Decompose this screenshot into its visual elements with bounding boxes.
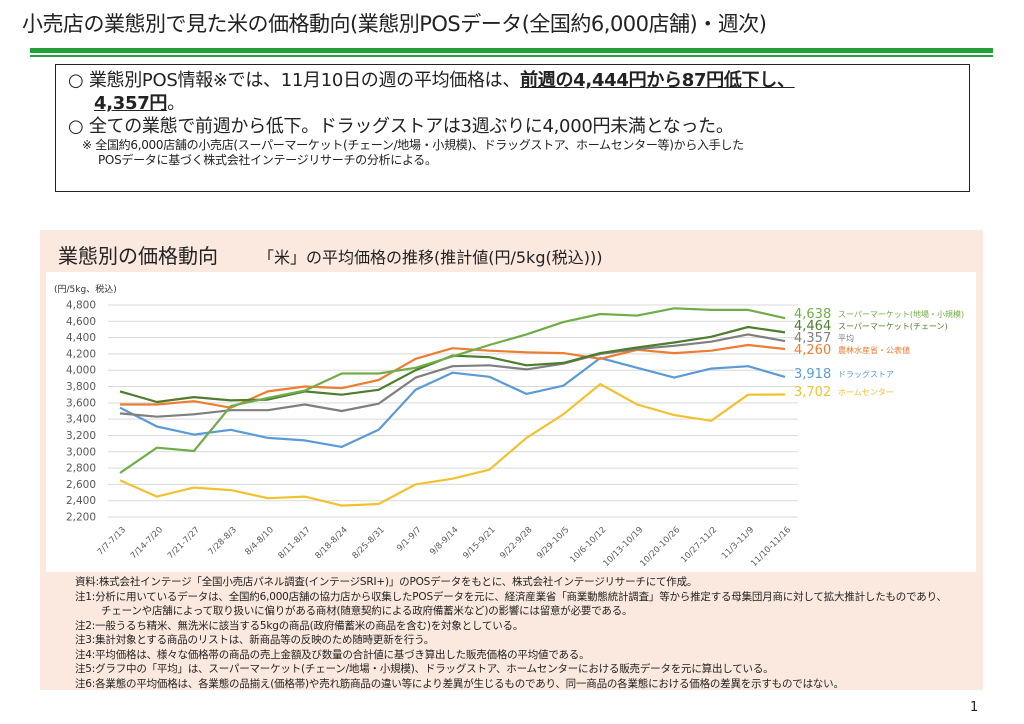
y-tick-label: 4,800 — [66, 300, 96, 312]
y-tick-label: 3,000 — [66, 446, 96, 458]
x-tick-label: 8/4-8/10 — [243, 525, 275, 557]
note-4: 注4:平均価格は、様々な価格帯の商品の売上金額及び数量の合計値に基づき算出した販… — [75, 648, 590, 661]
chart-area: (円/5kg、税込) 2,200 2,400 2,600 2,800 3,000 3,20… — [46, 272, 976, 572]
summary-note-2: POSデータに基づく株式会社インテージリサーチの分析による。 — [98, 153, 437, 167]
notes-block: 資料:株式会社インテージ「全国小売店パネル調査(インテージSRI+)」のPOSデ… — [75, 575, 947, 691]
end-value-label: 4,638 — [794, 307, 831, 322]
note-3: 注3:集計対象とする商品のリストは、新商品等の反映のため随時更新を行う。 — [75, 634, 435, 646]
legend-series-name: ホームセンター — [838, 388, 894, 397]
y-axis-label: (円/5kg、税込) — [54, 283, 117, 295]
summary-box: ○ 業態別POS情報※では、11月10日の週の平均価格は、前週の4,444円から… — [55, 64, 970, 192]
legend-series-name: スーパーマーケット(地場・小規模) — [838, 309, 964, 319]
y-tick-label: 3,200 — [66, 430, 96, 442]
series-line — [119, 307, 786, 474]
x-tick-label: 8/18-8/24 — [314, 525, 350, 561]
x-tick-label: 10/27-11/2 — [679, 525, 719, 565]
note-2: 注2:一般うるち精米、無洗米に該当する5kgの商品(政府備蓄米の商品を含む)を対… — [75, 619, 524, 632]
panel-subtitle: 「米」の平均価格の推移(推計値(円/5kg(税込))) — [258, 248, 603, 267]
end-value-label: 3,702 — [794, 385, 831, 400]
legend-series-name: ドラッグストア — [838, 369, 894, 379]
y-tick-label: 4,000 — [66, 365, 96, 377]
x-tick-label: 7/28-8/3 — [207, 525, 239, 557]
x-tick-label: 7/7-7/13 — [96, 525, 128, 557]
line-chart: (円/5kg、税込) 2,200 2,400 2,600 2,800 3,000 3,20… — [54, 283, 964, 569]
x-tick-label: 11/3-11/9 — [720, 525, 756, 561]
title-rule-thick — [30, 48, 993, 53]
page-title: 小売店の業態別で見た米の価格動向(業態別POSデータ(全国約6,000店舗)・週… — [22, 12, 767, 36]
y-tick-label: 4,400 — [66, 332, 96, 344]
x-tick-label: 9/8-9/14 — [428, 525, 460, 557]
end-value-label: 4,260 — [794, 343, 831, 358]
summary-line-2: ○ 全ての業態で前週から低下。ドラッグストアは3週ぶりに4,000円未満となった… — [68, 116, 734, 137]
y-tick-label: 2,200 — [66, 512, 96, 524]
end-value-label: 3,918 — [794, 367, 831, 382]
summary-emphasis: 前週の4,444円から87円低下し、 — [520, 70, 795, 91]
series-line — [119, 356, 786, 448]
title-rule-thin — [30, 55, 993, 57]
end-value-label: 4,464 — [794, 319, 831, 334]
note-1-cont: チェーンや店舗によって取り扱いに偏りがある商材(随意契約による政府備蓄米など)の… — [101, 605, 633, 617]
x-tick-label: 8/11-8/17 — [277, 525, 313, 561]
y-tick-label: 3,600 — [66, 397, 96, 409]
note-5: 注5:グラフ中の「平均」は、スーパーマーケット(チェーン/地場・小規模)、ドラッ… — [75, 663, 774, 675]
y-tick-label: 2,800 — [66, 463, 96, 475]
panel-title: 業態別の価格動向 — [58, 244, 218, 268]
y-tick-label: 3,800 — [66, 381, 96, 393]
x-tick-label: 10/20-10/26 — [638, 525, 682, 569]
note-1: 注1:分析に用いているデータは、全国約6,000店舗の協力店から収集したPOSデ… — [75, 590, 947, 603]
page-number: 1 — [970, 700, 979, 715]
summary-text: 。 — [167, 93, 185, 114]
note-6: 注6:各業態の平均価格は、各業態の品揃え(価格帯)や売れ筋商品の違い等により差異… — [75, 677, 844, 690]
summary-line-1: ○ 業態別POS情報※では、11月10日の週の平均価格は、前週の4,444円から… — [68, 69, 957, 92]
x-tick-label: 9/1-9/7 — [395, 525, 424, 554]
x-tick-label: 10/6-10/12 — [568, 525, 608, 565]
x-tick-label: 9/22-9/28 — [498, 525, 534, 561]
note-source: 資料:株式会社インテージ「全国小売店パネル調査(インテージSRI+)」のPOSデ… — [75, 576, 698, 588]
summary-note-1: ※ 全国約6,000店舗の小売店(スーパーマーケット(チェーン/地場・小規模)、… — [82, 138, 744, 152]
summary-text: ○ 業態別POS情報※では、11月10日の週の平均価格は、 — [68, 70, 521, 91]
x-tick-label: 8/25-8/31 — [350, 525, 386, 561]
y-tick-label: 4,200 — [66, 348, 96, 360]
chart-panel: 業態別の価格動向 「米」の平均価格の推移(推計値(円/5kg(税込))) (円/… — [40, 230, 983, 690]
x-tick-label: 11/10-11/16 — [749, 525, 793, 569]
x-tick-label: 9/29-10/5 — [535, 525, 571, 561]
x-tick-label: 7/21-7/27 — [166, 525, 202, 561]
y-tick-label: 4,600 — [66, 316, 96, 328]
summary-line-1b: 4,357円。 — [68, 92, 957, 115]
series-line — [119, 325, 786, 404]
summary-emphasis-price: 4,357円 — [94, 93, 168, 114]
legend-series-name: スーパーマーケット(チェーン) — [838, 322, 948, 331]
x-tick-label: 9/15-9/21 — [461, 525, 497, 561]
y-tick-label: 2,600 — [66, 479, 96, 491]
y-tick-label: 3,400 — [66, 414, 96, 426]
y-tick-label: 2,400 — [66, 495, 96, 507]
series-line — [119, 382, 786, 507]
x-tick-label: 7/14-7/20 — [129, 525, 165, 561]
end-value-label: 4,357 — [794, 331, 831, 346]
series-line — [119, 333, 786, 418]
legend-series-name: 農林水産省・公表値 — [838, 345, 910, 355]
legend-series-name: 平均 — [838, 333, 854, 343]
